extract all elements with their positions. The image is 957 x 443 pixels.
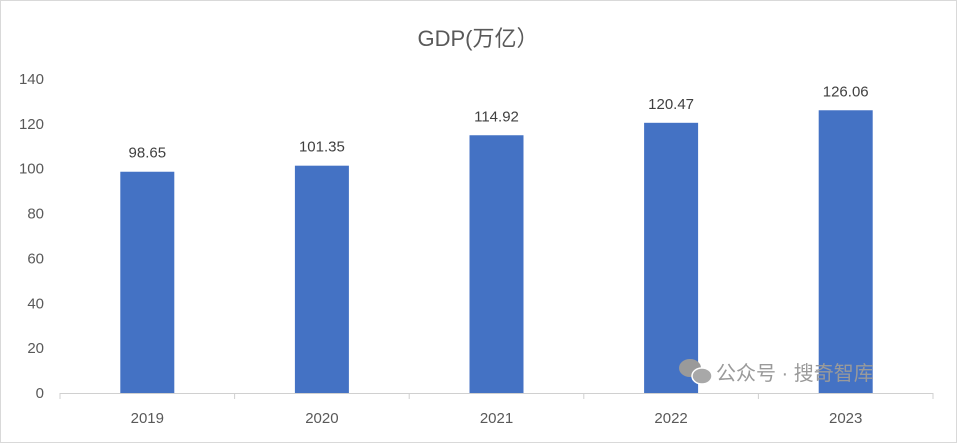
y-tick-label: 60 — [27, 250, 44, 267]
data-label: 120.47 — [648, 96, 694, 113]
y-tick-label: 80 — [27, 206, 44, 223]
x-tick-label: 2019 — [131, 410, 164, 427]
chart-title: GDP(万亿） — [417, 26, 538, 51]
x-tick-label: 2023 — [829, 410, 862, 427]
data-label: 98.65 — [129, 145, 167, 162]
watermark-text: 公众号 · 搜奇智库 — [716, 362, 874, 385]
bar-2020 — [294, 165, 349, 393]
data-label: 101.35 — [299, 139, 345, 156]
bar-2019 — [120, 171, 175, 393]
y-tick-label: 140 — [19, 71, 44, 88]
x-tick-label: 2020 — [305, 410, 338, 427]
x-tick-label: 2021 — [480, 410, 513, 427]
data-label: 126.06 — [823, 83, 869, 100]
y-tick-label: 120 — [19, 116, 44, 133]
wechat-icon — [679, 359, 713, 385]
x-tick-label: 2022 — [654, 410, 687, 427]
watermark: 公众号 · 搜奇智库 — [679, 359, 874, 385]
data-label: 114.92 — [474, 108, 519, 125]
bar-2022 — [644, 122, 699, 393]
y-tick-label: 20 — [27, 340, 44, 357]
bar-2021 — [469, 135, 524, 393]
y-tick-label: 0 — [36, 385, 44, 402]
y-tick-label: 100 — [19, 161, 44, 178]
bar-2023 — [818, 110, 873, 393]
y-tick-label: 40 — [27, 295, 44, 312]
